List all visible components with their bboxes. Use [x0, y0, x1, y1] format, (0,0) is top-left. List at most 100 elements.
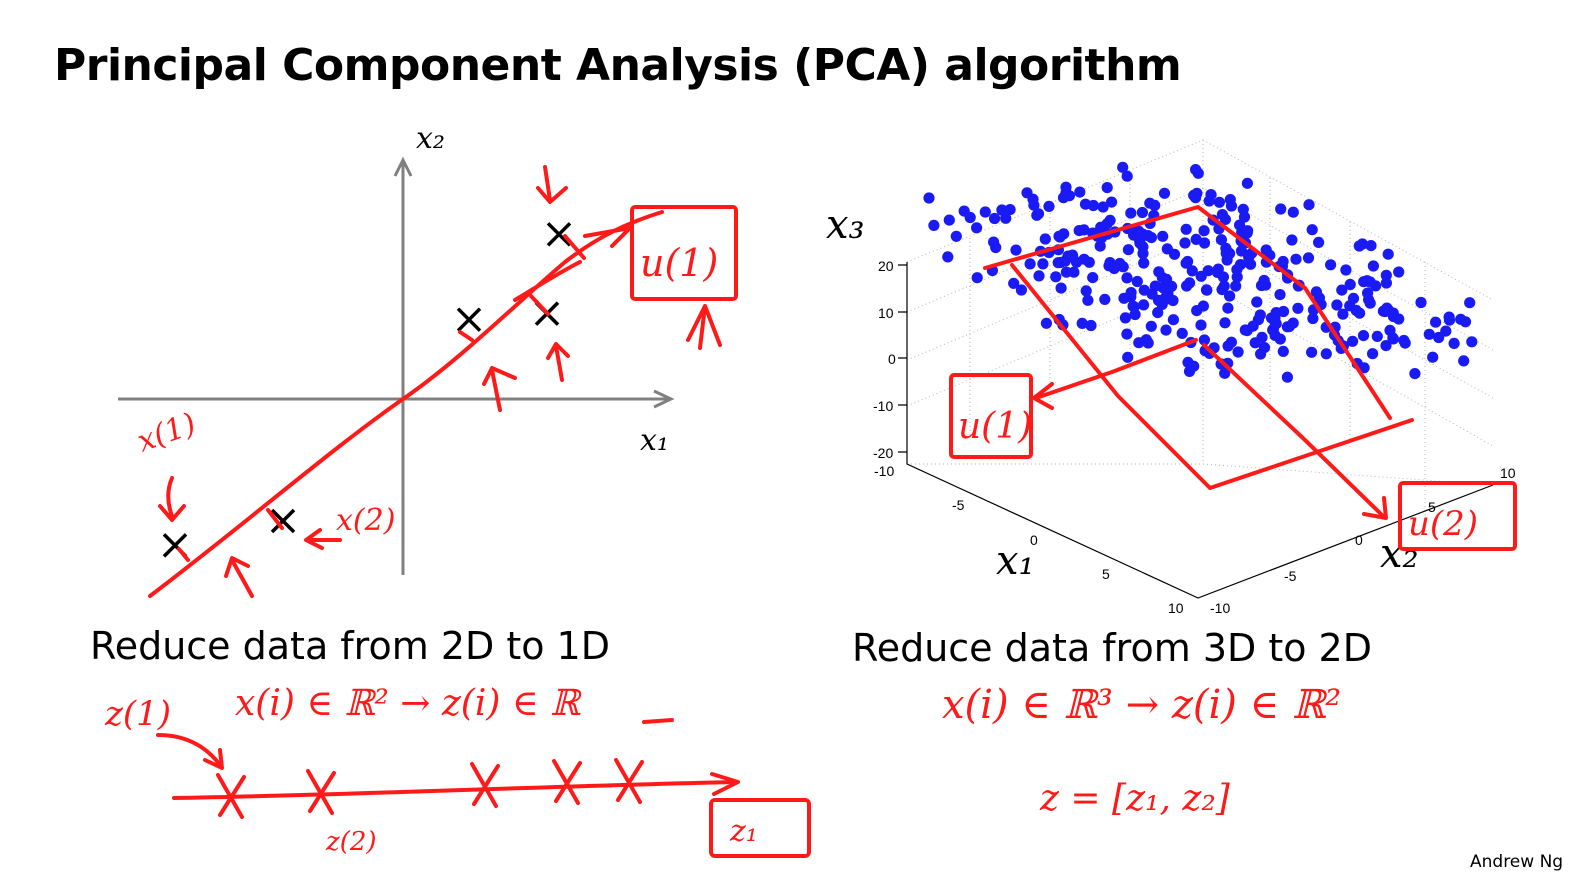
- x3-axis-label: x₃: [826, 202, 865, 248]
- arrow-up-to-line-2: [224, 556, 254, 598]
- cloud-point: [1367, 348, 1379, 360]
- x2-tick-labels: -10 -5 0 5 10: [1210, 465, 1516, 616]
- cloud-point: [1362, 287, 1374, 299]
- handwritten-annotations-2d: u(1) x(1) x(2): [133, 165, 738, 598]
- cloud-point: [1004, 204, 1016, 216]
- caption-2d-to-1d: Reduce data from 2D to 1D: [90, 624, 610, 668]
- arrow-up-to-line: [482, 366, 517, 412]
- cloud-point: [1337, 308, 1349, 320]
- cloud-point: [1310, 286, 1322, 298]
- cloud-point: [1122, 244, 1134, 256]
- cloud-point: [1347, 292, 1360, 304]
- cloud-point: [1099, 293, 1111, 305]
- cloud-point: [1198, 334, 1210, 346]
- cloud-point: [1409, 368, 1421, 380]
- data-point-2d: [546, 222, 572, 247]
- cloud-point: [1015, 284, 1027, 296]
- u2-label-3d: u(2): [1408, 504, 1478, 544]
- projected-point-1d: [552, 759, 582, 805]
- u1-label: u(1): [640, 241, 718, 285]
- cloud-point: [1381, 302, 1393, 314]
- equation-right: x(i) ∈ ℝ³ → z(i) ∈ ℝ²: [942, 682, 1341, 728]
- cloud-point: [1157, 230, 1169, 242]
- cloud-point: [1024, 258, 1036, 270]
- cloud-point: [1258, 342, 1271, 354]
- cloud-point: [1220, 242, 1232, 254]
- cloud-point: [1234, 219, 1246, 231]
- cloud-point: [1325, 259, 1337, 271]
- cloud-point: [1027, 193, 1039, 205]
- x2-axis-label: x₂: [416, 121, 445, 156]
- bottom-notes-right: x(i) ∈ ℝ³ → z(i) ∈ ℝ² z = [z₁, z₂]: [942, 682, 1341, 819]
- cloud-point: [1287, 206, 1299, 218]
- cloud-point: [1222, 302, 1234, 314]
- plot-2d: x₁ x₂ u(1) x(1) x(2): [118, 121, 738, 598]
- cloud-point: [1430, 316, 1442, 328]
- cloud-point: [928, 219, 940, 231]
- cloud-point: [1160, 324, 1172, 336]
- cloud-point: [1306, 346, 1318, 358]
- cloud-point: [1190, 233, 1202, 245]
- cloud-point: [1060, 181, 1072, 193]
- cloud-point: [1087, 272, 1099, 284]
- cloud-point: [1138, 299, 1150, 311]
- cloud-point: [1085, 319, 1097, 332]
- 1d-line: [172, 780, 738, 800]
- cloud-point: [1213, 196, 1225, 208]
- z1-note: z(1): [104, 694, 171, 734]
- cloud-point: [1197, 300, 1209, 312]
- cloud-point: [1145, 320, 1157, 332]
- cloud-point: [1347, 335, 1359, 347]
- cloud-point: [1043, 200, 1055, 212]
- cloud-point: [1219, 367, 1231, 379]
- cloud-point: [1097, 201, 1109, 213]
- cloud-point: [1340, 264, 1352, 276]
- arrow-down-to-point: [536, 165, 568, 204]
- u1-label-3d: u(1): [958, 406, 1032, 447]
- cloud-point: [1249, 337, 1261, 349]
- cloud-point: [1427, 351, 1439, 363]
- cloud-point: [1241, 177, 1253, 189]
- cloud-point: [1195, 270, 1207, 282]
- cloud-point: [943, 214, 955, 226]
- cloud-point: [1181, 280, 1193, 292]
- cloud-point: [1232, 346, 1244, 358]
- cloud-point: [1033, 270, 1045, 282]
- cloud-point: [1070, 256, 1083, 268]
- caption-3d-to-2d: Reduce data from 3D to 2D: [852, 626, 1372, 670]
- cloud-point: [1134, 235, 1146, 247]
- cloud-point: [1361, 275, 1373, 287]
- u1-box: [630, 205, 738, 301]
- 1d-line-arrowhead: [710, 772, 740, 796]
- underline-r: [642, 718, 674, 724]
- x3-tick: 20: [878, 258, 894, 274]
- projected-point-1d: [614, 758, 644, 804]
- cloud-point: [1371, 330, 1383, 342]
- cloud-point: [1216, 209, 1228, 221]
- plane-bottom-edge: [1208, 418, 1414, 490]
- cloud-point: [1198, 225, 1210, 237]
- cloud-point: [1106, 196, 1118, 208]
- cloud-point: [1121, 170, 1133, 182]
- cloud-point: [1055, 282, 1067, 294]
- u2-arrowhead: [1362, 496, 1388, 520]
- x2-tick: -5: [1284, 568, 1297, 584]
- cloud-point: [1125, 207, 1137, 219]
- cloud-point: [1269, 329, 1281, 341]
- direction-stroke: [513, 260, 582, 302]
- cloud-point: [1136, 206, 1148, 219]
- projected-point-1d: [306, 769, 336, 815]
- x2-point-label: x(2): [336, 503, 395, 538]
- cloud-point: [1239, 324, 1251, 336]
- cloud-point: [1205, 189, 1217, 201]
- cloud-point: [1140, 334, 1152, 346]
- cloud-point: [1458, 355, 1470, 367]
- cloud-point: [1292, 302, 1304, 314]
- arrow-up-to-u1-box: [686, 304, 722, 350]
- cloud-point: [1060, 266, 1072, 278]
- cloud-point: [1179, 237, 1191, 249]
- cloud-point: [1212, 263, 1224, 275]
- cloud-point: [942, 251, 954, 263]
- cloud-point: [1161, 243, 1173, 255]
